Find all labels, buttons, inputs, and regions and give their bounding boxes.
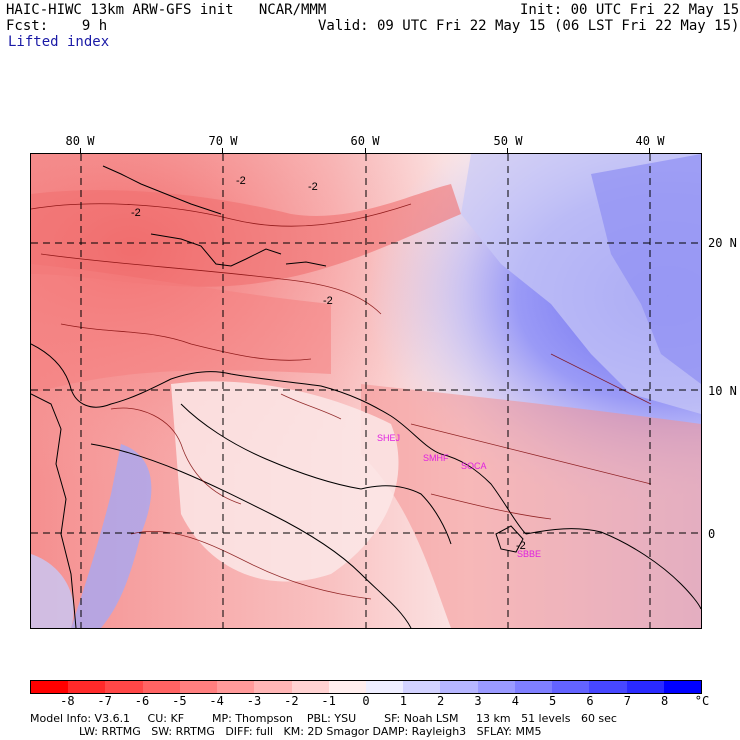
map-title: HAIC-HIWC 13km ARW-GFS init NCAR/MMM [6,2,327,18]
lon-label-80w: 80 W [65,134,95,148]
colorbar-tick-label: 7 [623,694,631,708]
colorbar-swatch [477,681,515,693]
init-time: Init: 00 UTC Fri 22 May 15 [520,2,740,18]
colorbar-tick-label: 5 [549,694,557,708]
valid-time: Valid: 09 UTC Fri 22 May 15 (06 LST Fri … [318,18,740,34]
colorbar-swatch [552,681,590,693]
colorbar-swatch [365,681,404,693]
colorbar-swatch [142,681,180,693]
contour-label: -2 [308,181,318,193]
lifted-index-map: -2 -2 -2 -2 -2 SHEJ SMHF SOCA SBBE [30,153,702,629]
contour-label: -2 [516,540,526,552]
city-label-smhf: SMHF [423,453,449,463]
tick [80,148,81,153]
colorbar [30,680,702,694]
lon-label-60w: 60 W [350,134,380,148]
tick [222,148,223,153]
colorbar-swatch [179,681,218,693]
contour-label: -2 [236,175,246,187]
model-info-line1: Model Info: V3.6.1 CU: KF MP: Thompson P… [30,712,617,725]
colorbar-swatch [31,681,69,693]
lon-label-50w: 50 W [493,134,523,148]
model-info-line2: LW: RRTMG SW: RRTMG DIFF: full KM: 2D Sm… [30,725,542,738]
colorbar-swatch [217,681,255,693]
colorbar-swatch [403,681,441,693]
field-name: Lifted index [8,34,110,50]
colorbar-tick-label: -5 [172,694,187,708]
tick [507,148,508,153]
tick [365,148,366,153]
tick [649,148,650,153]
colorbar-swatch [68,681,106,693]
colorbar-tick-label: 4 [511,694,519,708]
city-label-sbbe: SBBE [517,549,541,559]
colorbar-swatch [663,681,701,693]
colorbar-tick-label: -6 [134,694,150,708]
colorbar-swatch [105,681,143,693]
colorbar-swatch [626,681,664,693]
city-label-soca: SOCA [461,461,487,471]
lat-label-10n: 10 N [708,384,737,398]
colorbar-tick-label: 3 [474,694,482,708]
contour-label: -2 [323,295,333,307]
colorbar-tick-label: 8 [661,694,669,708]
colorbar-tick-label: 0 [362,694,370,708]
colorbar-tick-label: -7 [97,694,112,708]
city-label-shej: SHEJ [377,433,400,443]
colorbar-swatch [291,681,329,693]
map-canvas: -2 -2 -2 -2 -2 SHEJ SMHF SOCA SBBE [31,154,701,628]
colorbar-tick-label: 1 [399,694,407,708]
colorbar-swatch [589,681,627,693]
colorbar-tick-label: 2 [437,694,445,708]
colorbar-tick-label: -1 [321,694,336,708]
colorbar-swatch [328,681,366,693]
lon-label-40w: 40 W [635,134,665,148]
colorbar-tick-label: -8 [60,694,75,708]
colorbar-tick-label: -2 [284,694,299,708]
contour-label: -2 [131,207,141,219]
colorbar-unit: °C [694,694,710,708]
lat-label-20n: 20 N [708,236,737,250]
colorbar-swatch [254,681,292,693]
colorbar-tick-label: -4 [209,694,224,708]
colorbar-swatch [440,681,478,693]
colorbar-tick-label: -3 [246,694,262,708]
lon-label-70w: 70 W [208,134,238,148]
lat-label-0: 0 [708,527,716,541]
colorbar-tick-label: 6 [586,694,594,708]
forecast-hour: Fcst: 9 h [6,18,108,34]
colorbar-swatch [514,681,553,693]
